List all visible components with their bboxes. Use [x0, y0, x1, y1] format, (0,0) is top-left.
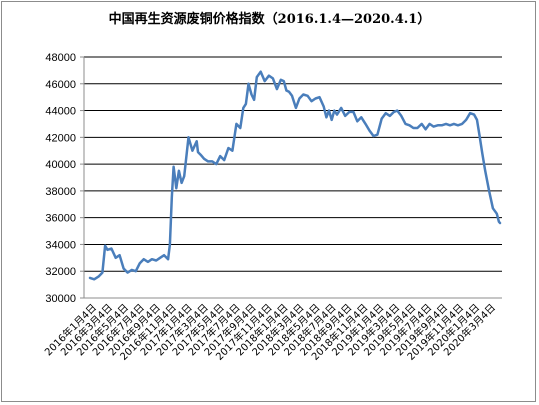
y-tick-label: 36000 [45, 213, 76, 225]
y-tick-label: 42000 [45, 132, 76, 144]
y-tick-label: 34000 [45, 239, 76, 251]
y-tick-label: 38000 [45, 186, 76, 198]
y-tick-label: 46000 [45, 79, 76, 91]
chart-title: 中国再生资源废铜价格指数（2016.1.4—2020.4.1） [108, 12, 431, 27]
y-tick-label: 40000 [45, 159, 76, 171]
series-line [88, 70, 502, 281]
y-tick-label: 48000 [45, 52, 76, 64]
y-tick-label: 32000 [45, 266, 76, 278]
y-tick-label: 44000 [45, 106, 76, 118]
y-tick-label: 30000 [45, 293, 76, 305]
